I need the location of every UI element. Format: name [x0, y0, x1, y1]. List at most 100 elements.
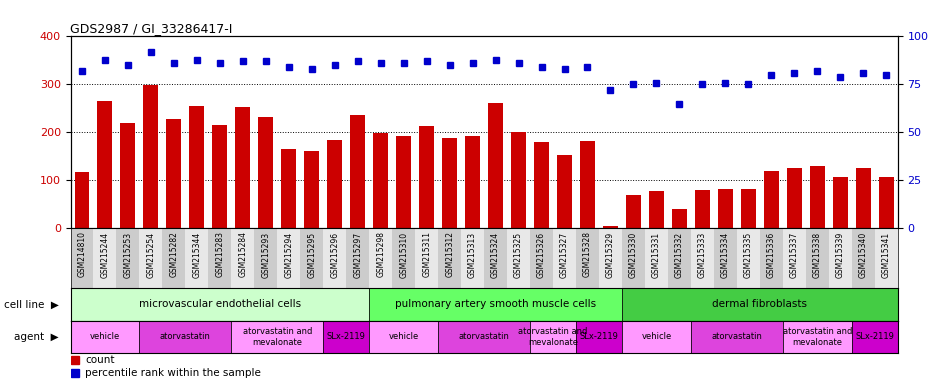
Bar [879, 177, 894, 228]
Text: microvascular endothelial cells: microvascular endothelial cells [139, 299, 301, 310]
Text: atorvastatin and
mevalonate: atorvastatin and mevalonate [783, 327, 852, 347]
Text: GSM215327: GSM215327 [560, 232, 569, 278]
Text: GSM215310: GSM215310 [400, 232, 408, 278]
Text: GSM215296: GSM215296 [330, 232, 339, 278]
Bar [117, 228, 139, 288]
Text: SLx-2119: SLx-2119 [580, 333, 619, 341]
Bar [139, 228, 163, 288]
Bar [300, 228, 323, 288]
Text: GSM215324: GSM215324 [491, 232, 500, 278]
Text: GSM215293: GSM215293 [261, 232, 271, 278]
Bar [576, 321, 622, 353]
Bar [70, 288, 369, 321]
Bar [305, 151, 320, 228]
Bar [277, 228, 300, 288]
Bar [534, 142, 549, 228]
Bar [373, 134, 388, 228]
Bar [553, 228, 576, 288]
Text: atorvastatin: atorvastatin [459, 333, 509, 341]
Bar [351, 115, 365, 228]
Bar [144, 85, 158, 228]
Bar [209, 228, 231, 288]
Text: GSM215297: GSM215297 [353, 232, 362, 278]
Bar [419, 126, 434, 228]
Bar [70, 321, 139, 353]
Text: dermal fibroblasts: dermal fibroblasts [713, 299, 807, 310]
Text: atorvastatin: atorvastatin [160, 333, 211, 341]
Bar [764, 171, 778, 228]
Text: GSM215333: GSM215333 [697, 232, 707, 278]
Bar [212, 125, 227, 228]
Bar [622, 321, 691, 353]
Bar [74, 172, 89, 228]
Bar [691, 321, 783, 353]
Text: atorvastatin and
mevalonate: atorvastatin and mevalonate [243, 327, 312, 347]
Bar [741, 189, 756, 228]
Bar [488, 103, 503, 228]
Bar [442, 138, 457, 228]
Text: GSM215326: GSM215326 [537, 232, 546, 278]
Bar [346, 228, 369, 288]
Bar [189, 106, 204, 228]
Bar [649, 191, 664, 228]
Bar [626, 195, 641, 228]
Text: GSM215313: GSM215313 [468, 232, 478, 278]
Bar [511, 132, 526, 228]
Bar [507, 228, 530, 288]
Text: GSM215336: GSM215336 [767, 232, 776, 278]
Bar [760, 228, 783, 288]
Bar [163, 228, 185, 288]
Text: GSM215338: GSM215338 [813, 232, 822, 278]
Bar [258, 117, 274, 228]
Text: GSM215282: GSM215282 [169, 232, 179, 277]
Bar [465, 136, 480, 228]
Text: GSM215331: GSM215331 [652, 232, 661, 278]
Text: GSM215328: GSM215328 [583, 232, 592, 278]
Text: SLx-2119: SLx-2119 [855, 333, 894, 341]
Bar [829, 228, 852, 288]
Bar [323, 228, 346, 288]
Text: vehicle: vehicle [90, 333, 120, 341]
Text: percentile rank within the sample: percentile rank within the sample [86, 368, 261, 379]
Text: GSM215334: GSM215334 [721, 232, 729, 278]
Bar [668, 228, 691, 288]
Text: GSM215337: GSM215337 [790, 232, 799, 278]
Bar [530, 228, 553, 288]
Bar [281, 149, 296, 228]
Text: vehicle: vehicle [641, 333, 671, 341]
Bar [231, 228, 255, 288]
Bar [806, 228, 829, 288]
Bar [580, 141, 595, 228]
Bar [530, 321, 576, 353]
Bar [645, 228, 668, 288]
Text: GSM215295: GSM215295 [307, 232, 316, 278]
Bar [713, 228, 737, 288]
Bar [855, 169, 870, 228]
Bar [327, 140, 342, 228]
Bar [852, 321, 898, 353]
Bar [231, 321, 323, 353]
Bar [809, 166, 824, 228]
Text: GSM215329: GSM215329 [606, 232, 615, 278]
Text: GSM215330: GSM215330 [629, 232, 638, 278]
Text: GSM215335: GSM215335 [744, 232, 753, 278]
Bar [369, 321, 438, 353]
Bar [783, 321, 852, 353]
Bar [235, 107, 250, 228]
Text: atorvastatin: atorvastatin [712, 333, 762, 341]
Text: GDS2987 / GI_33286417-I: GDS2987 / GI_33286417-I [70, 22, 233, 35]
Text: SLx-2119: SLx-2119 [327, 333, 366, 341]
Bar [783, 228, 806, 288]
Text: GSM215253: GSM215253 [123, 232, 133, 278]
Bar [603, 226, 618, 228]
Bar [672, 209, 687, 228]
Text: count: count [86, 355, 115, 365]
Text: agent  ▶: agent ▶ [14, 332, 59, 342]
Text: GSM215340: GSM215340 [859, 232, 868, 278]
Bar [70, 228, 93, 288]
Bar [255, 228, 277, 288]
Text: GSM215341: GSM215341 [882, 232, 891, 278]
Text: GSM215254: GSM215254 [147, 232, 155, 278]
Text: GSM215284: GSM215284 [239, 232, 247, 278]
Text: cell line  ▶: cell line ▶ [4, 299, 59, 310]
